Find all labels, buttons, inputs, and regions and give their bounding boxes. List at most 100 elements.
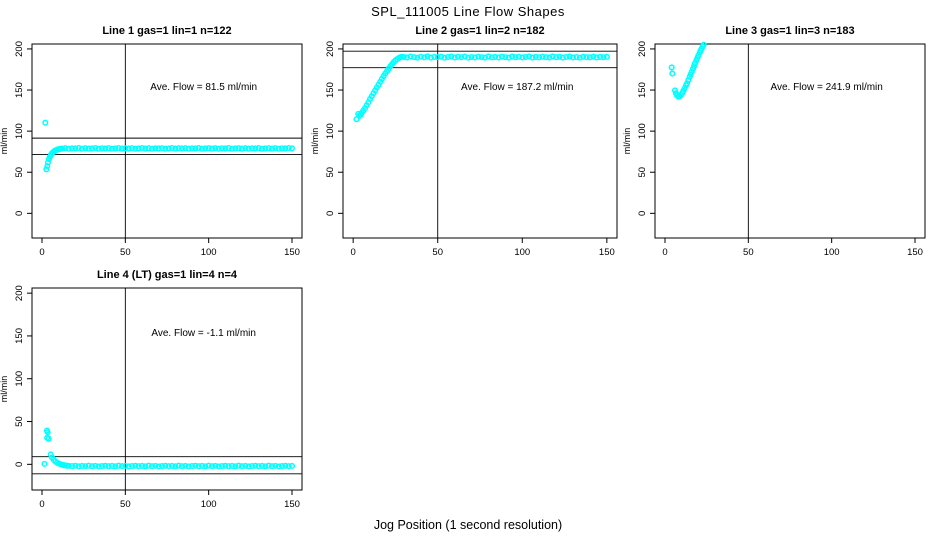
data-point — [238, 463, 246, 470]
data-point — [454, 53, 462, 60]
data-point — [502, 54, 509, 61]
x-tick-label: 150 — [907, 247, 923, 258]
data-point — [128, 462, 136, 470]
data-point — [72, 462, 79, 469]
data-point — [235, 462, 242, 469]
annotation-text: Ave. Flow = 81.5 ml/min — [150, 82, 257, 93]
data-point — [95, 463, 102, 470]
data-point — [152, 462, 159, 469]
data-point — [451, 54, 458, 61]
data-point — [125, 145, 132, 152]
data-point — [155, 145, 162, 152]
data-point — [498, 53, 506, 60]
data-point — [198, 462, 206, 469]
data-point — [252, 462, 259, 469]
data-point — [202, 463, 209, 470]
data-point — [178, 145, 186, 152]
data-point — [265, 462, 272, 469]
data-point — [162, 462, 169, 469]
data-point — [85, 462, 92, 469]
data-point — [218, 145, 226, 152]
y-tick-label: 50 — [325, 167, 336, 178]
data-point — [43, 166, 50, 173]
data-point — [465, 54, 472, 61]
data-point — [424, 53, 431, 60]
data-point — [559, 54, 566, 61]
y-tick-label: 200 — [14, 285, 25, 301]
data-point — [482, 54, 489, 61]
data-point — [222, 145, 229, 152]
data-point — [275, 145, 282, 152]
data-point — [461, 53, 468, 60]
data-point — [172, 145, 179, 152]
data-point — [421, 54, 428, 61]
x-tick-label: 0 — [662, 247, 667, 258]
panel-plot: Line 4 (LT) gas=1 lin=4 n=4 0 50 100 150 0 50 1… — [0, 269, 303, 510]
data-point — [118, 145, 126, 152]
x-tick-label: 50 — [432, 247, 443, 258]
data-point — [128, 145, 136, 152]
data-point — [158, 462, 166, 470]
data-point — [580, 53, 587, 60]
data-point — [44, 429, 51, 436]
y-tick-label: 200 — [14, 41, 25, 57]
plot-box — [31, 43, 303, 239]
data-point — [41, 460, 48, 467]
y-axis-label: ml/min — [0, 376, 9, 403]
data-point — [519, 54, 526, 61]
data-point — [108, 462, 116, 469]
y-tick-label: 0 — [637, 211, 648, 216]
x-tick-label: 50 — [120, 247, 131, 258]
panel-title-text: Line 4 (LT) gas=1 lin=4 n=4 — [97, 269, 238, 281]
data-point — [288, 462, 296, 469]
data-point — [245, 463, 252, 470]
data-point — [434, 54, 441, 61]
data-point — [448, 53, 455, 60]
data-point — [105, 463, 112, 470]
data-point — [148, 145, 156, 152]
data-point — [175, 145, 182, 152]
data-point — [68, 145, 76, 152]
data-point — [208, 145, 216, 152]
x-tick-label: 150 — [284, 499, 300, 510]
data-point — [188, 462, 196, 470]
y-axis-label: ml/min — [622, 128, 632, 155]
x-tick-label: 100 — [514, 247, 530, 258]
data-point — [278, 462, 286, 470]
data-point — [118, 463, 126, 470]
data-point — [262, 145, 269, 152]
data-point — [132, 145, 139, 152]
y-tick-label: 100 — [14, 371, 25, 387]
data-point — [44, 163, 51, 170]
data-point — [245, 145, 252, 152]
data-point — [248, 462, 256, 470]
x-tick-label: 150 — [284, 247, 300, 258]
data-point — [285, 463, 292, 470]
data-point — [178, 463, 186, 470]
data-point — [122, 462, 129, 469]
x-tick-label: 100 — [201, 247, 217, 258]
data-point — [98, 462, 106, 470]
data-point — [145, 145, 152, 152]
data-point — [202, 145, 209, 152]
data-point — [215, 145, 222, 152]
data-point — [536, 54, 543, 61]
data-point — [112, 145, 119, 152]
data-point — [88, 145, 96, 152]
data-point — [198, 145, 206, 152]
plot-box — [31, 287, 303, 491]
data-point — [590, 53, 597, 60]
data-point — [158, 145, 166, 152]
data-point — [165, 145, 172, 152]
panel-plot: Line 2 gas=1 lin=2 n=182 0 50 100 150 0 50 100 1… — [310, 25, 618, 258]
data-point — [566, 53, 573, 60]
data-point — [182, 462, 189, 469]
data-point — [542, 54, 550, 61]
y-tick-label: 150 — [14, 328, 25, 344]
data-point — [248, 145, 256, 152]
x-axis-title: Jog Position (1 second resolution) — [373, 518, 563, 532]
data-point — [573, 54, 580, 61]
data-point — [165, 463, 172, 470]
data-point — [42, 119, 49, 126]
x-tick-label: 100 — [824, 247, 840, 258]
